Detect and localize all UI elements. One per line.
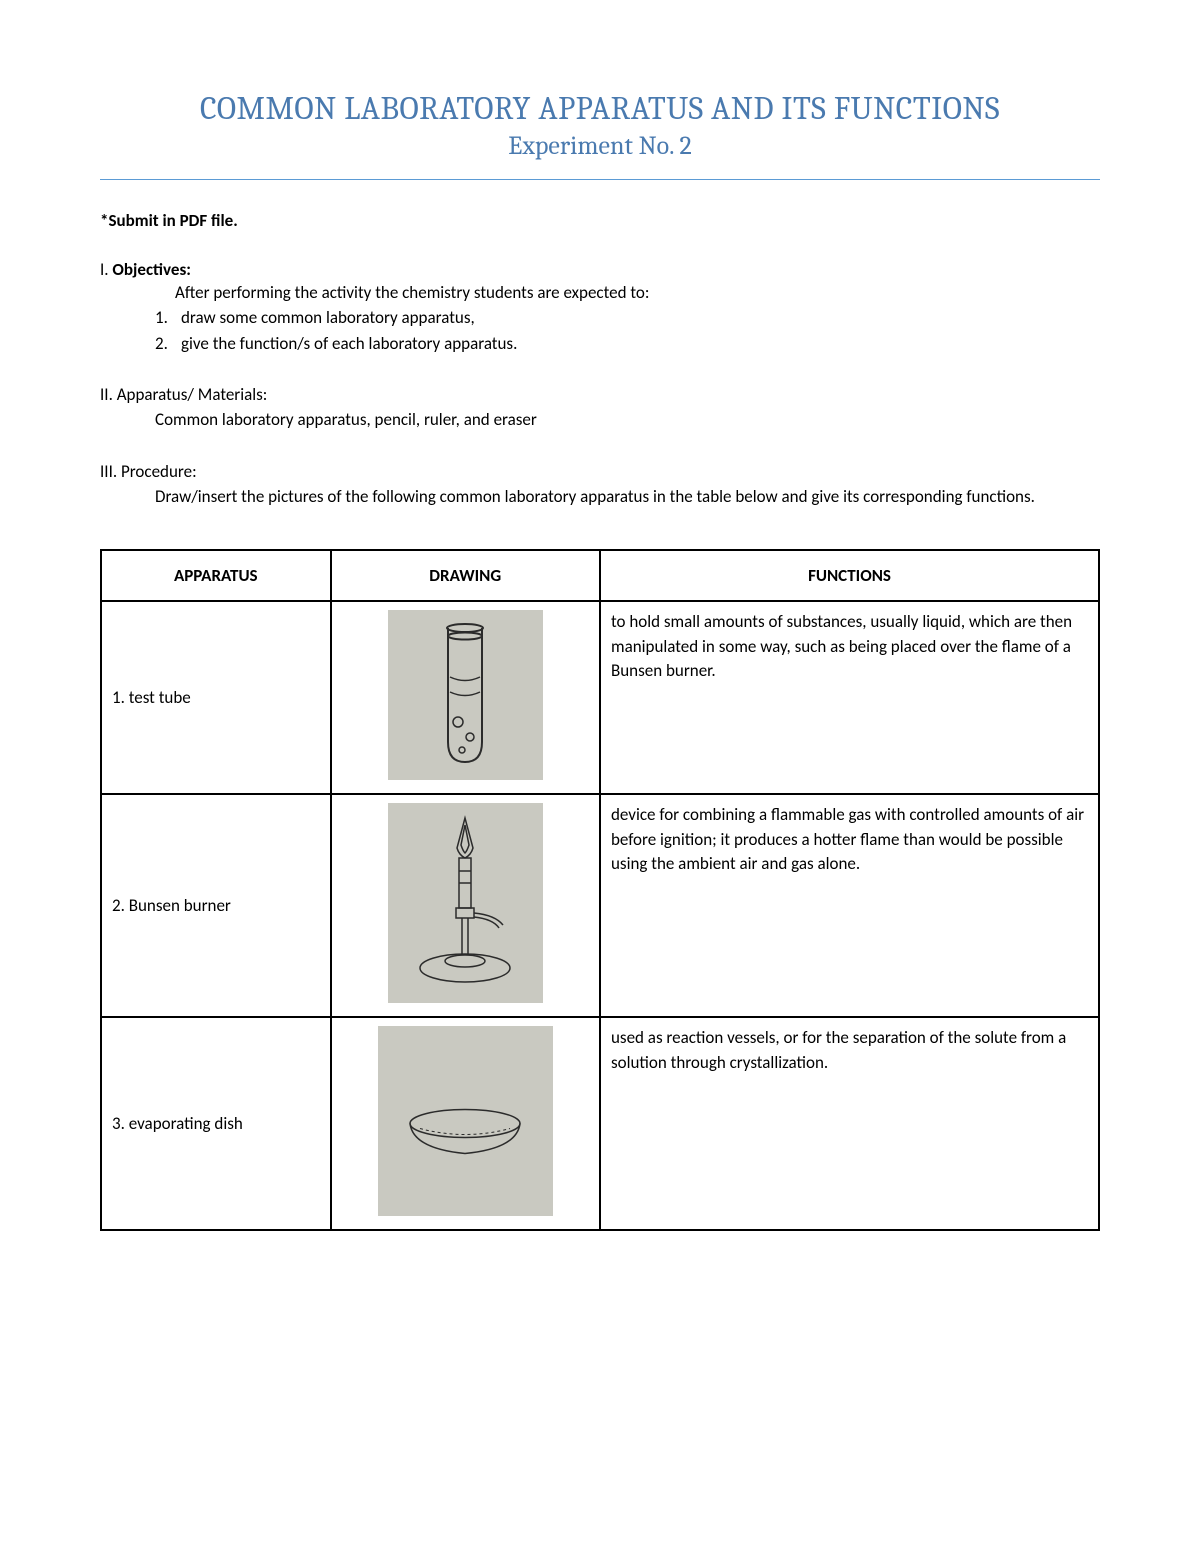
section-procedure: III. Procedure: Draw/insert the pictures… xyxy=(100,461,1100,510)
apparatus-cell-1: 1. test tube xyxy=(101,601,331,794)
drawing-cell-3 xyxy=(331,1017,600,1230)
table-row: 3. evaporating dish used as react xyxy=(101,1017,1099,1230)
objectives-list: 1. draw some common laboratory apparatus… xyxy=(155,305,1100,356)
objective-text-2: give the function/s of each laboratory a… xyxy=(181,333,517,354)
submit-note: *Submit in PDF file. xyxy=(100,210,1100,231)
objectives-intro: After performing the activity the chemis… xyxy=(175,282,1100,303)
column-header-apparatus: APPARATUS xyxy=(101,550,331,601)
table-row: 1. test tube xyxy=(101,601,1099,794)
procedure-heading: III. Procedure: xyxy=(100,461,1100,482)
column-header-drawing: DRAWING xyxy=(331,550,600,601)
document-subtitle: Experiment No. 2 xyxy=(100,131,1100,161)
drawing-cell-2 xyxy=(331,794,600,1017)
materials-heading: II. Apparatus/ Materials: xyxy=(100,384,1100,405)
apparatus-cell-2: 2. Bunsen burner xyxy=(101,794,331,1017)
apparatus-table: APPARATUS DRAWING FUNCTIONS 1. test tube xyxy=(100,549,1100,1231)
objective-num-2: 2. xyxy=(155,331,168,357)
test-tube-drawing xyxy=(388,610,543,780)
functions-cell-1: to hold small amounts of substances, usu… xyxy=(600,601,1099,794)
procedure-heading-label: Procedure: xyxy=(117,461,196,482)
table-header-row: APPARATUS DRAWING FUNCTIONS xyxy=(101,550,1099,601)
objectives-heading-num: I. xyxy=(100,259,109,280)
objective-num-1: 1. xyxy=(155,305,168,331)
section-materials: II. Apparatus/ Materials: Common laborat… xyxy=(100,384,1100,433)
materials-text: Common laboratory apparatus, pencil, rul… xyxy=(155,407,1100,433)
functions-cell-3: used as reaction vessels, or for the sep… xyxy=(600,1017,1099,1230)
objective-text-1: draw some common laboratory apparatus, xyxy=(181,307,475,328)
column-header-functions: FUNCTIONS xyxy=(600,550,1099,601)
evaporating-dish-drawing xyxy=(378,1026,553,1216)
materials-heading-label: Apparatus/ Materials: xyxy=(113,384,268,405)
title-divider xyxy=(100,179,1100,180)
objectives-heading-label: Objectives: xyxy=(109,259,191,280)
materials-heading-num: II. xyxy=(100,384,113,405)
procedure-text-content: Draw/insert the pictures of the followin… xyxy=(100,484,1035,510)
objective-item-2: 2. give the function/s of each laborator… xyxy=(155,331,1100,357)
procedure-heading-num: III. xyxy=(100,461,117,482)
drawing-cell-1 xyxy=(331,601,600,794)
objectives-heading: I. Objectives: xyxy=(100,259,1100,280)
apparatus-cell-3: 3. evaporating dish xyxy=(101,1017,331,1230)
objective-item-1: 1. draw some common laboratory apparatus… xyxy=(155,305,1100,331)
section-objectives: I. Objectives: After performing the acti… xyxy=(100,259,1100,356)
functions-cell-2: device for combining a flammable gas wit… xyxy=(600,794,1099,1017)
bunsen-burner-drawing xyxy=(388,803,543,1003)
document-title: COMMON LABORATORY APPARATUS AND ITS FUNC… xyxy=(100,90,1100,127)
procedure-text: Draw/insert the pictures of the followin… xyxy=(100,484,1100,510)
table-row: 2. Bunsen burner xyxy=(101,794,1099,1017)
